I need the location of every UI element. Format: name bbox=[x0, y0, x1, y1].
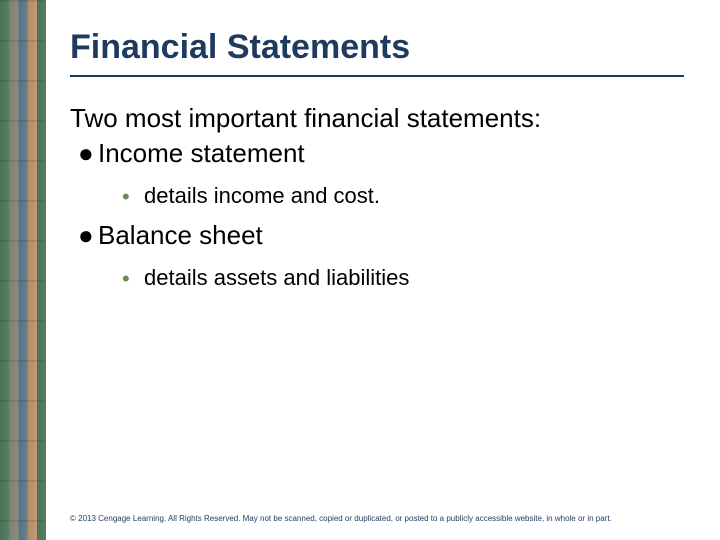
bullet-sub-1: •details income and cost. bbox=[70, 183, 684, 210]
decorative-sidebar bbox=[0, 0, 46, 540]
bullet-dot-icon: ● bbox=[78, 220, 98, 251]
slide-title: Financial Statements bbox=[70, 28, 684, 67]
copyright-footer: © 2013 Cengage Learning. All Rights Rese… bbox=[70, 514, 700, 524]
bullet-dot-icon: ● bbox=[78, 138, 98, 169]
bullet-item-1: ●Income statement bbox=[70, 138, 684, 169]
sub-bullet-dot-icon: • bbox=[122, 184, 144, 210]
bullet-item-2: ●Balance sheet bbox=[70, 220, 684, 251]
intro-text: Two most important financial statements: bbox=[70, 103, 684, 134]
title-rule bbox=[70, 75, 684, 77]
bullet-sub-1-label: details income and cost. bbox=[144, 183, 380, 208]
slide-content: Financial Statements Two most important … bbox=[46, 0, 720, 540]
bullet-sub-2: •details assets and liabilities bbox=[70, 265, 684, 292]
bullet-sub-2-label: details assets and liabilities bbox=[144, 265, 409, 290]
bullet-item-2-label: Balance sheet bbox=[98, 220, 263, 250]
bullet-item-1-label: Income statement bbox=[98, 138, 305, 168]
sub-bullet-dot-icon: • bbox=[122, 266, 144, 292]
